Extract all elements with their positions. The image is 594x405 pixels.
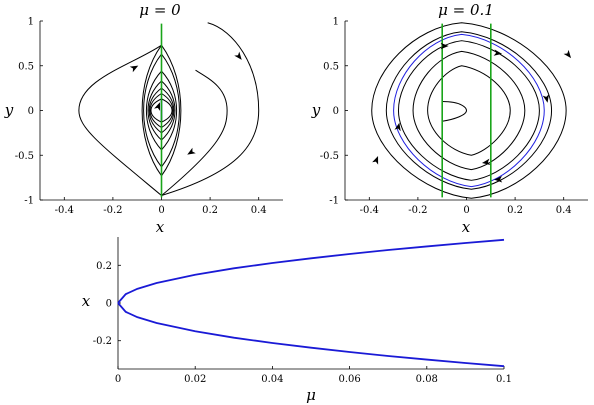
phase-plot-mu-0-x-tick-label: 0	[158, 205, 164, 216]
phase-plot-mu-0-1-x-tick-label: 0	[463, 205, 469, 216]
phase-plot-mu-0-x-tick-label: -0.2	[103, 205, 122, 216]
flow-arrow	[372, 155, 379, 165]
phase-plot-mu-0-1-y-tick-label: 0	[333, 106, 339, 117]
flow-arrow	[187, 147, 196, 155]
closed-orbit	[397, 40, 540, 181]
phase-plot-mu-0-y-tick-label: -0.5	[15, 151, 34, 162]
inner-orbit	[442, 101, 468, 122]
phase-plot-mu-0-1-y-tick-label: -0.5	[320, 151, 339, 162]
phase-plot-mu-0-1-x-tick-label: 0.2	[507, 205, 523, 216]
bifurcation-plot-axes: 0 0.02 0.04 0.06 0.08 0.1 -0.2 0 0.2	[93, 237, 512, 385]
phase-plot-mu-0-axes: -0.4 -0.2 0 0.2 0.4 -1 -0.5 0 0.5 1	[15, 17, 283, 216]
flow-arrow	[129, 65, 139, 73]
phase-plot-mu-0-x-tick-label: -0.4	[55, 205, 74, 216]
flow-arrow	[154, 102, 161, 111]
upper-branch-line	[117, 238, 505, 304]
phase-plot-mu-0-1-ylabel: y	[311, 101, 321, 119]
closed-orbit	[427, 65, 511, 156]
bifurcation-plot-x-tick-label: 0.08	[416, 374, 438, 385]
flow-arrow	[494, 176, 503, 183]
bifurcation-plot: 0 0.02 0.04 0.06 0.08 0.1 -0.2 0 0.2 μ x	[82, 237, 512, 404]
phase-plot-mu-0-xlabel: x	[156, 218, 165, 236]
phase-plot-mu-0-y-tick-label: 1	[28, 17, 34, 28]
phase-plot-mu-0-1-curves	[371, 22, 572, 199]
flow-arrow	[234, 51, 242, 60]
flow-arrow	[542, 94, 549, 103]
bifurcation-plot-y-tick-label: -0.2	[93, 336, 112, 347]
far-orbit	[161, 22, 260, 197]
flow-arrow	[394, 122, 401, 132]
closed-orbit	[371, 22, 567, 199]
flow-arrow	[481, 158, 491, 166]
phase-plot-mu-0-y-tick-label: 0	[28, 106, 34, 117]
bifurcation-plot-curves	[117, 238, 505, 368]
flow-arrow	[563, 49, 572, 59]
phase-plot-mu-0-ylabel: y	[4, 101, 14, 119]
phase-plot-mu-0-1-xlabel: x	[462, 218, 471, 236]
bifurcation-plot-x-tick-label: 0	[115, 374, 121, 385]
bifurcation-plot-ylabel: x	[82, 292, 91, 310]
phase-plot-mu-0-1-x-tick-label: 0.4	[556, 205, 572, 216]
phase-plot-mu-0-x-tick-label: 0.4	[251, 205, 267, 216]
phase-plot-mu-0-1-y-tick-label: 1	[333, 17, 339, 28]
phase-plot-mu-0: μ = 0 -0.4 -0.2 0 0.2 0.4 -1 -0.5 0 0.5 1 x y	[4, 1, 283, 236]
phase-plot-mu-0-x-tick-label: 0.2	[202, 205, 218, 216]
bifurcation-plot-x-tick-label: 0.06	[338, 374, 360, 385]
outer-orbit-right	[161, 69, 228, 196]
phase-plot-mu-0-1-y-tick-label: 0.5	[323, 61, 339, 72]
bifurcation-plot-x-tick-label: 0.04	[261, 374, 283, 385]
highlighted-orbit	[393, 33, 545, 188]
outer-orbit-left	[78, 44, 162, 196]
bifurcation-plot-x-tick-label: 0.1	[496, 374, 512, 385]
phase-plot-mu-0-y-tick-label: 0.5	[18, 61, 34, 72]
flow-arrow	[440, 42, 449, 50]
lower-branch-line	[117, 302, 505, 368]
bifurcation-plot-y-tick-label: 0.2	[96, 261, 112, 272]
phase-plot-mu-0-1: μ = 0.1 -0.4 -0.2 0 0.2 0.4 -1 -0.5 0 0.5 1 x y	[311, 1, 588, 236]
phase-plot-mu-0-1-y-tick-label: -1	[329, 196, 339, 207]
phase-plot-mu-0-1-x-tick-label: -0.2	[408, 205, 427, 216]
bifurcation-plot-x-tick-label: 0.02	[184, 374, 206, 385]
closed-orbit	[412, 50, 526, 171]
phase-plot-mu-0-1-title: μ = 0.1	[438, 1, 494, 19]
phase-plot-mu-0-1-x-tick-label: -0.4	[360, 205, 379, 216]
bifurcation-plot-y-tick-label: 0	[106, 299, 112, 310]
phase-plot-mu-0-1-axes: -0.4 -0.2 0 0.2 0.4 -1 -0.5 0 0.5 1	[320, 17, 588, 216]
bifurcation-plot-xlabel: μ	[306, 386, 316, 404]
phase-plot-mu-0-curves	[78, 22, 260, 198]
phase-plot-mu-0-title: μ = 0	[139, 1, 181, 19]
flow-arrow	[493, 49, 503, 56]
phase-plot-mu-0-y-tick-label: -1	[24, 196, 34, 207]
closed-orbit	[385, 31, 553, 190]
